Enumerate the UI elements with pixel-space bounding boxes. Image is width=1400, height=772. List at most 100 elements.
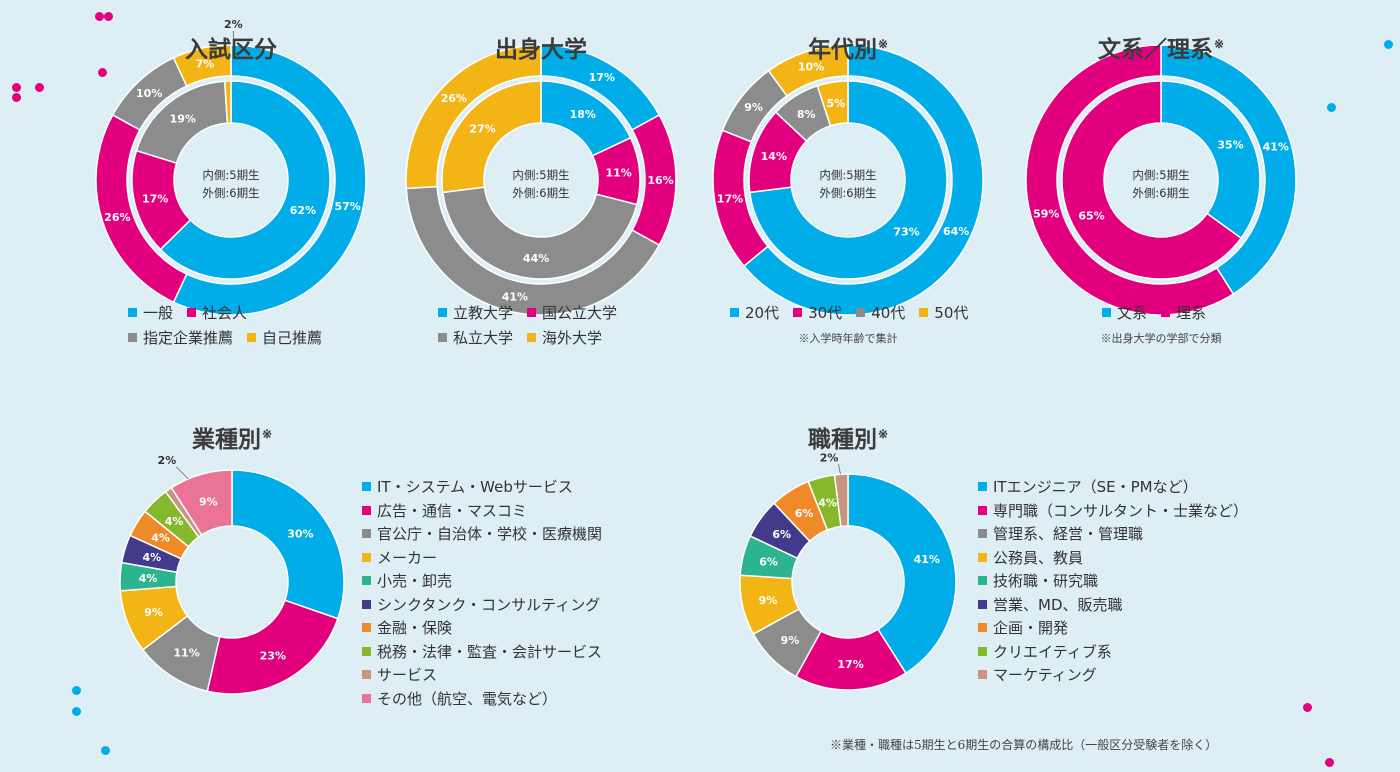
chart-occupation-label-5: 6%	[772, 528, 791, 541]
legend-label: 20代	[745, 304, 780, 322]
chart-age-center-inner: 内側:5期生	[819, 168, 876, 182]
chart-occupation-title-mark: ※	[877, 427, 889, 442]
chart-industry-label-5: 4%	[142, 551, 161, 564]
chart-university-inner-label-2: 44%	[523, 252, 549, 265]
chart-age-outer-label-3: 10%	[798, 60, 824, 73]
chart-age-outer-label-0: 64%	[943, 225, 969, 238]
chart-admission-inner-label-1: 17%	[142, 192, 168, 205]
legend-item: 管理系、経営・管理職	[978, 522, 1248, 546]
legend-swatch	[978, 623, 987, 633]
legend-row: 指定企業推薦 自己推薦	[128, 325, 336, 350]
chart-age-note: ※入学時年齢で集計	[798, 332, 898, 345]
chart-occupation-slice-8	[833, 473, 849, 528]
legend-item: 自己推薦	[247, 327, 322, 348]
chart-university-outer-label-2: 41%	[502, 291, 528, 304]
chart-occupation-label-0: 41%	[914, 553, 940, 566]
decorative-dot	[1327, 103, 1336, 112]
legend-row: 私立大学 海外大学	[438, 325, 631, 350]
legend-swatch	[247, 333, 257, 342]
legend-label: 税務・法律・監査・会計サービス	[377, 642, 603, 661]
legend-row: 一般 社会人	[128, 300, 336, 325]
legend-label: 理系	[1176, 304, 1207, 322]
decorative-dot	[98, 68, 107, 77]
chart-university-outer-label-1: 16%	[647, 174, 673, 187]
chart-industry-label-6: 4%	[151, 532, 170, 545]
legend-item: 企画・開発	[978, 616, 1248, 640]
legend-swatch	[362, 693, 371, 703]
footnote: ※業種・職種は5期生と6期生の合算の構成比（一般区分受験者を除く）	[830, 738, 1218, 752]
chart-age-inner-slice-3	[816, 80, 849, 127]
chart-university-outer-slice-3	[405, 44, 542, 190]
legend-label: 文系	[1117, 304, 1148, 322]
chart-industry-legend: IT・システム・Webサービス 広告・通信・マスコミ 官公庁・自治体・学校・医療機関…	[362, 475, 616, 710]
chart-industry-label-7: 4%	[165, 515, 184, 528]
legend-label: 30代	[808, 304, 843, 322]
chart-age-inner-label-2: 8%	[797, 108, 816, 121]
chart-major-center-outer: 外側:6期生	[1132, 186, 1189, 200]
legend-item: シンクタンク・コンサルティング	[362, 593, 602, 617]
chart-industry-label-2: 11%	[173, 647, 199, 660]
legend-swatch	[527, 308, 537, 317]
chart-occupation-title: 職種別※	[807, 426, 889, 453]
chart-industry-leader	[175, 466, 189, 480]
legend-label: 私立大学	[453, 329, 514, 347]
legend-item: IT・システム・Webサービス	[362, 475, 602, 499]
decorative-dot	[95, 12, 104, 21]
chart-occupation-label-3: 9%	[759, 594, 778, 607]
legend-label: 海外大学	[542, 329, 603, 347]
decorative-dot	[104, 12, 113, 21]
chart-age-center-outer: 外側:6期生	[819, 186, 876, 200]
chart-university-outer-label-0: 17%	[589, 71, 615, 84]
chart-university-inner-slice-2	[441, 186, 638, 280]
chart-industry-label-4: 4%	[139, 572, 158, 585]
chart-industry-title-mark: ※	[261, 427, 273, 442]
legend-item: 一般	[128, 302, 173, 323]
legend-label: 小売・卸売	[377, 572, 453, 591]
legend-label: サービス	[377, 666, 438, 685]
legend-item: 40代	[856, 302, 905, 323]
chart-occupation-slice-0	[847, 473, 957, 675]
chart-admission-callout: 2%	[224, 18, 243, 31]
legend-swatch	[128, 333, 137, 342]
legend-item: 30代	[793, 302, 842, 323]
chart-university-inner-slice-3	[441, 80, 542, 194]
legend-label: その他（航空、電気など）	[377, 689, 558, 708]
chart-university-inner-label-3: 27%	[469, 122, 495, 135]
decorative-dot	[101, 746, 110, 755]
legend-label: 専門職（コンサルタント・士業など）	[993, 501, 1249, 520]
legend-label: 立教大学	[453, 304, 514, 322]
chart-university-center-outer: 外側:6期生	[512, 186, 569, 200]
legend-label: マーケティング	[993, 666, 1097, 685]
chart-industry-label-3: 9%	[144, 606, 163, 619]
legend-swatch	[856, 308, 866, 317]
chart-occupation-label-2: 9%	[781, 634, 800, 647]
legend-item: 営業、MD、販売職	[978, 593, 1248, 617]
legend-item: 官公庁・自治体・学校・医療機関	[362, 522, 602, 546]
legend-swatch	[1161, 308, 1171, 317]
legend-label: シンクタンク・コンサルティング	[377, 595, 601, 614]
legend-item: メーカー	[362, 546, 602, 570]
legend-swatch	[978, 646, 987, 656]
chart-occupation-callout: 2%	[820, 451, 839, 464]
chart-admission-center-inner: 内側:5期生	[202, 168, 259, 182]
legend-swatch	[362, 552, 371, 562]
chart-university-inner-label-0: 18%	[570, 108, 596, 121]
legend-swatch	[978, 482, 987, 492]
legend-label: 公務員、教員	[993, 548, 1084, 567]
legend-item: 海外大学	[527, 327, 602, 348]
legend-swatch	[1102, 308, 1111, 317]
legend-item: 税務・法律・監査・会計サービス	[362, 640, 602, 664]
legend-item: 技術職・研究職	[978, 569, 1248, 593]
chart-major-inner-label-1: 65%	[1078, 209, 1104, 222]
legend-label: 管理系、経営・管理職	[993, 525, 1144, 544]
chart-admission-inner-label-0: 62%	[290, 204, 316, 217]
chart-age-inner-label-3: 5%	[826, 97, 845, 110]
legend-item: 金融・保険	[362, 616, 602, 640]
legend-item: 国公立大学	[527, 302, 617, 323]
legend-label: ITエンジニア（SE・PMなど）	[993, 478, 1198, 497]
legend-label: メーカー	[377, 548, 438, 567]
legend-swatch	[978, 529, 987, 539]
chart-industry-label-0: 30%	[287, 527, 313, 540]
legend-item: 社会人	[187, 302, 247, 323]
